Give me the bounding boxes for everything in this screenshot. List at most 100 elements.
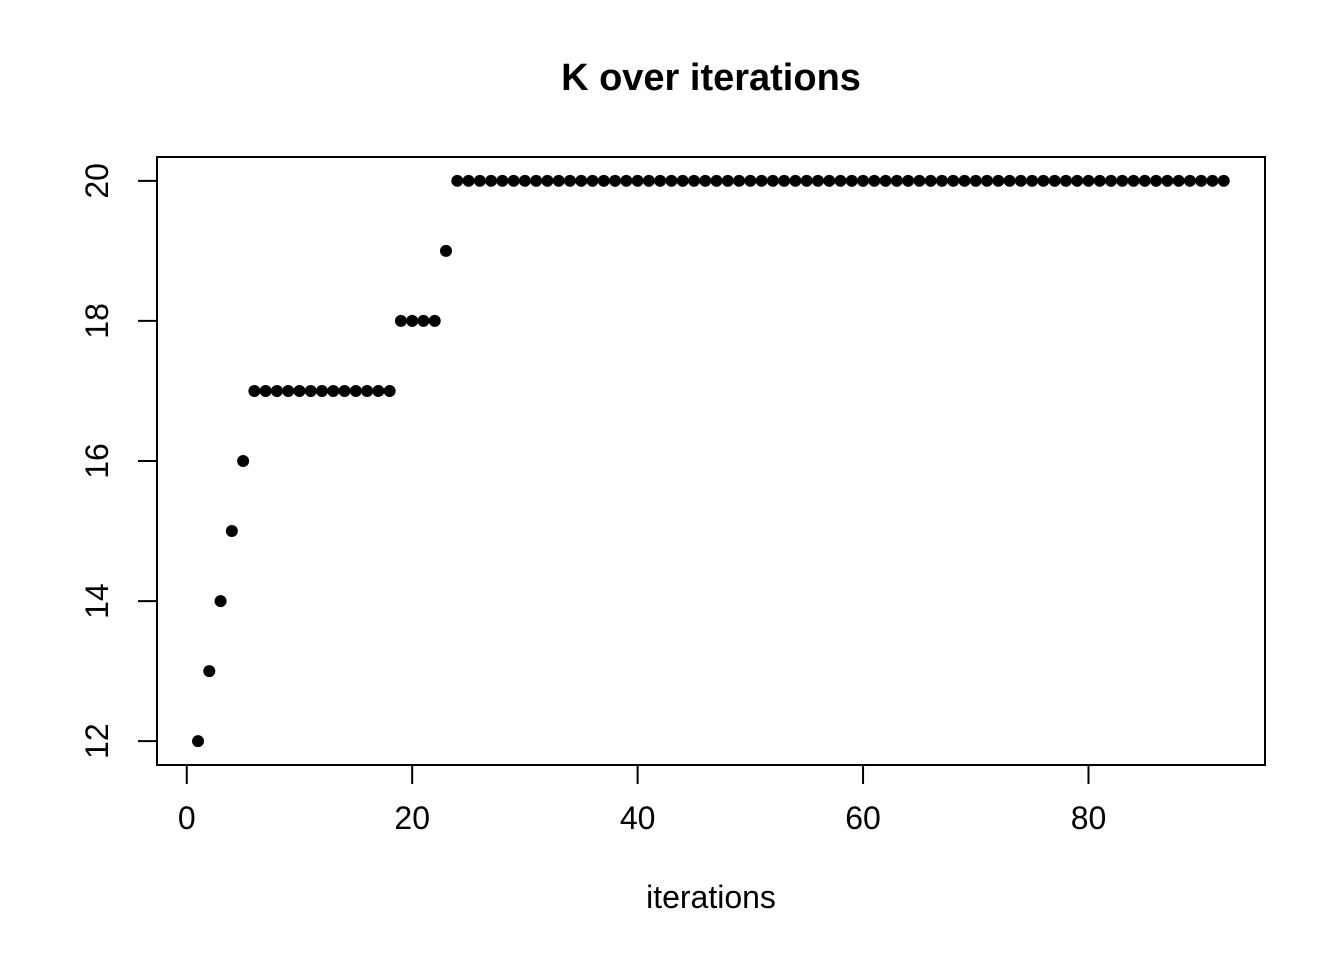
data-point bbox=[372, 384, 385, 397]
data-point bbox=[834, 174, 847, 187]
data-point bbox=[789, 174, 802, 187]
x-tick-label: 40 bbox=[620, 800, 656, 836]
data-point bbox=[530, 174, 543, 187]
data-point bbox=[1026, 174, 1039, 187]
data-point bbox=[473, 174, 486, 187]
data-point bbox=[699, 174, 712, 187]
data-point bbox=[924, 174, 937, 187]
data-point bbox=[417, 314, 430, 327]
data-point bbox=[462, 174, 475, 187]
data-point bbox=[518, 174, 531, 187]
data-point bbox=[1093, 174, 1106, 187]
data-point bbox=[620, 174, 633, 187]
data-point bbox=[609, 174, 622, 187]
data-point bbox=[913, 174, 926, 187]
y-tick-label: 20 bbox=[79, 163, 115, 199]
data-point bbox=[586, 174, 599, 187]
chart-title: K over iterations bbox=[561, 57, 861, 99]
data-point bbox=[879, 174, 892, 187]
data-point bbox=[710, 174, 723, 187]
data-point bbox=[642, 174, 655, 187]
data-point bbox=[440, 244, 453, 257]
data-point bbox=[902, 174, 915, 187]
data-point bbox=[981, 174, 994, 187]
data-point bbox=[282, 384, 295, 397]
data-point bbox=[665, 174, 678, 187]
data-point bbox=[1059, 174, 1072, 187]
data-point bbox=[1206, 174, 1219, 187]
data-point bbox=[1161, 174, 1174, 187]
data-point bbox=[631, 174, 644, 187]
data-point bbox=[733, 174, 746, 187]
data-point bbox=[1014, 174, 1027, 187]
data-point bbox=[947, 174, 960, 187]
data-point bbox=[349, 384, 362, 397]
data-point bbox=[744, 174, 757, 187]
x-tick-label: 80 bbox=[1071, 800, 1107, 836]
data-point bbox=[316, 384, 329, 397]
data-point bbox=[203, 665, 216, 678]
data-point bbox=[1071, 174, 1084, 187]
x-tick-label: 60 bbox=[845, 800, 881, 836]
data-point bbox=[192, 735, 205, 748]
data-point bbox=[394, 314, 407, 327]
data-point bbox=[338, 384, 351, 397]
plot-elements: 0 20 40 60 80 12 14 16 18 20 bbox=[79, 156, 1266, 836]
data-point bbox=[1048, 174, 1061, 187]
data-point bbox=[575, 174, 588, 187]
data-point bbox=[304, 384, 317, 397]
data-point bbox=[811, 174, 824, 187]
data-point bbox=[507, 174, 520, 187]
data-point bbox=[327, 384, 340, 397]
data-point bbox=[1150, 174, 1163, 187]
data-point bbox=[541, 174, 554, 187]
data-point bbox=[496, 174, 509, 187]
data-point bbox=[597, 174, 610, 187]
x-tick-label: 0 bbox=[178, 800, 196, 836]
data-point bbox=[755, 174, 768, 187]
data-point bbox=[766, 174, 779, 187]
x-tick-label: 20 bbox=[394, 800, 430, 836]
data-point bbox=[428, 314, 441, 327]
data-point bbox=[676, 174, 689, 187]
data-point bbox=[935, 174, 948, 187]
data-point bbox=[1217, 174, 1230, 187]
data-point bbox=[383, 384, 396, 397]
data-point bbox=[1138, 174, 1151, 187]
data-point bbox=[958, 174, 971, 187]
data-point bbox=[687, 174, 700, 187]
data-point bbox=[214, 595, 227, 608]
data-point bbox=[1082, 174, 1095, 187]
data-point bbox=[845, 174, 858, 187]
data-point bbox=[778, 174, 791, 187]
data-point bbox=[1105, 174, 1118, 187]
data-point bbox=[552, 174, 565, 187]
data-point bbox=[721, 174, 734, 187]
data-point bbox=[890, 174, 903, 187]
data-point bbox=[1183, 174, 1196, 187]
data-point bbox=[857, 174, 870, 187]
data-point bbox=[1003, 174, 1016, 187]
data-point bbox=[293, 384, 306, 397]
data-point bbox=[270, 384, 283, 397]
data-point bbox=[451, 174, 464, 187]
data-point bbox=[654, 174, 667, 187]
data-point bbox=[563, 174, 576, 187]
data-point bbox=[259, 384, 272, 397]
data-point bbox=[1195, 174, 1208, 187]
y-tick-label: 14 bbox=[79, 583, 115, 619]
data-point bbox=[992, 174, 1005, 187]
y-tick-label: 12 bbox=[79, 723, 115, 759]
data-point bbox=[800, 174, 813, 187]
y-tick-label: 18 bbox=[79, 303, 115, 339]
data-point bbox=[485, 174, 498, 187]
data-point bbox=[823, 174, 836, 187]
data-point bbox=[868, 174, 881, 187]
data-point bbox=[1037, 174, 1050, 187]
data-point bbox=[1116, 174, 1129, 187]
data-point bbox=[1127, 174, 1140, 187]
x-axis-label: iterations bbox=[646, 879, 776, 915]
data-point bbox=[361, 384, 374, 397]
